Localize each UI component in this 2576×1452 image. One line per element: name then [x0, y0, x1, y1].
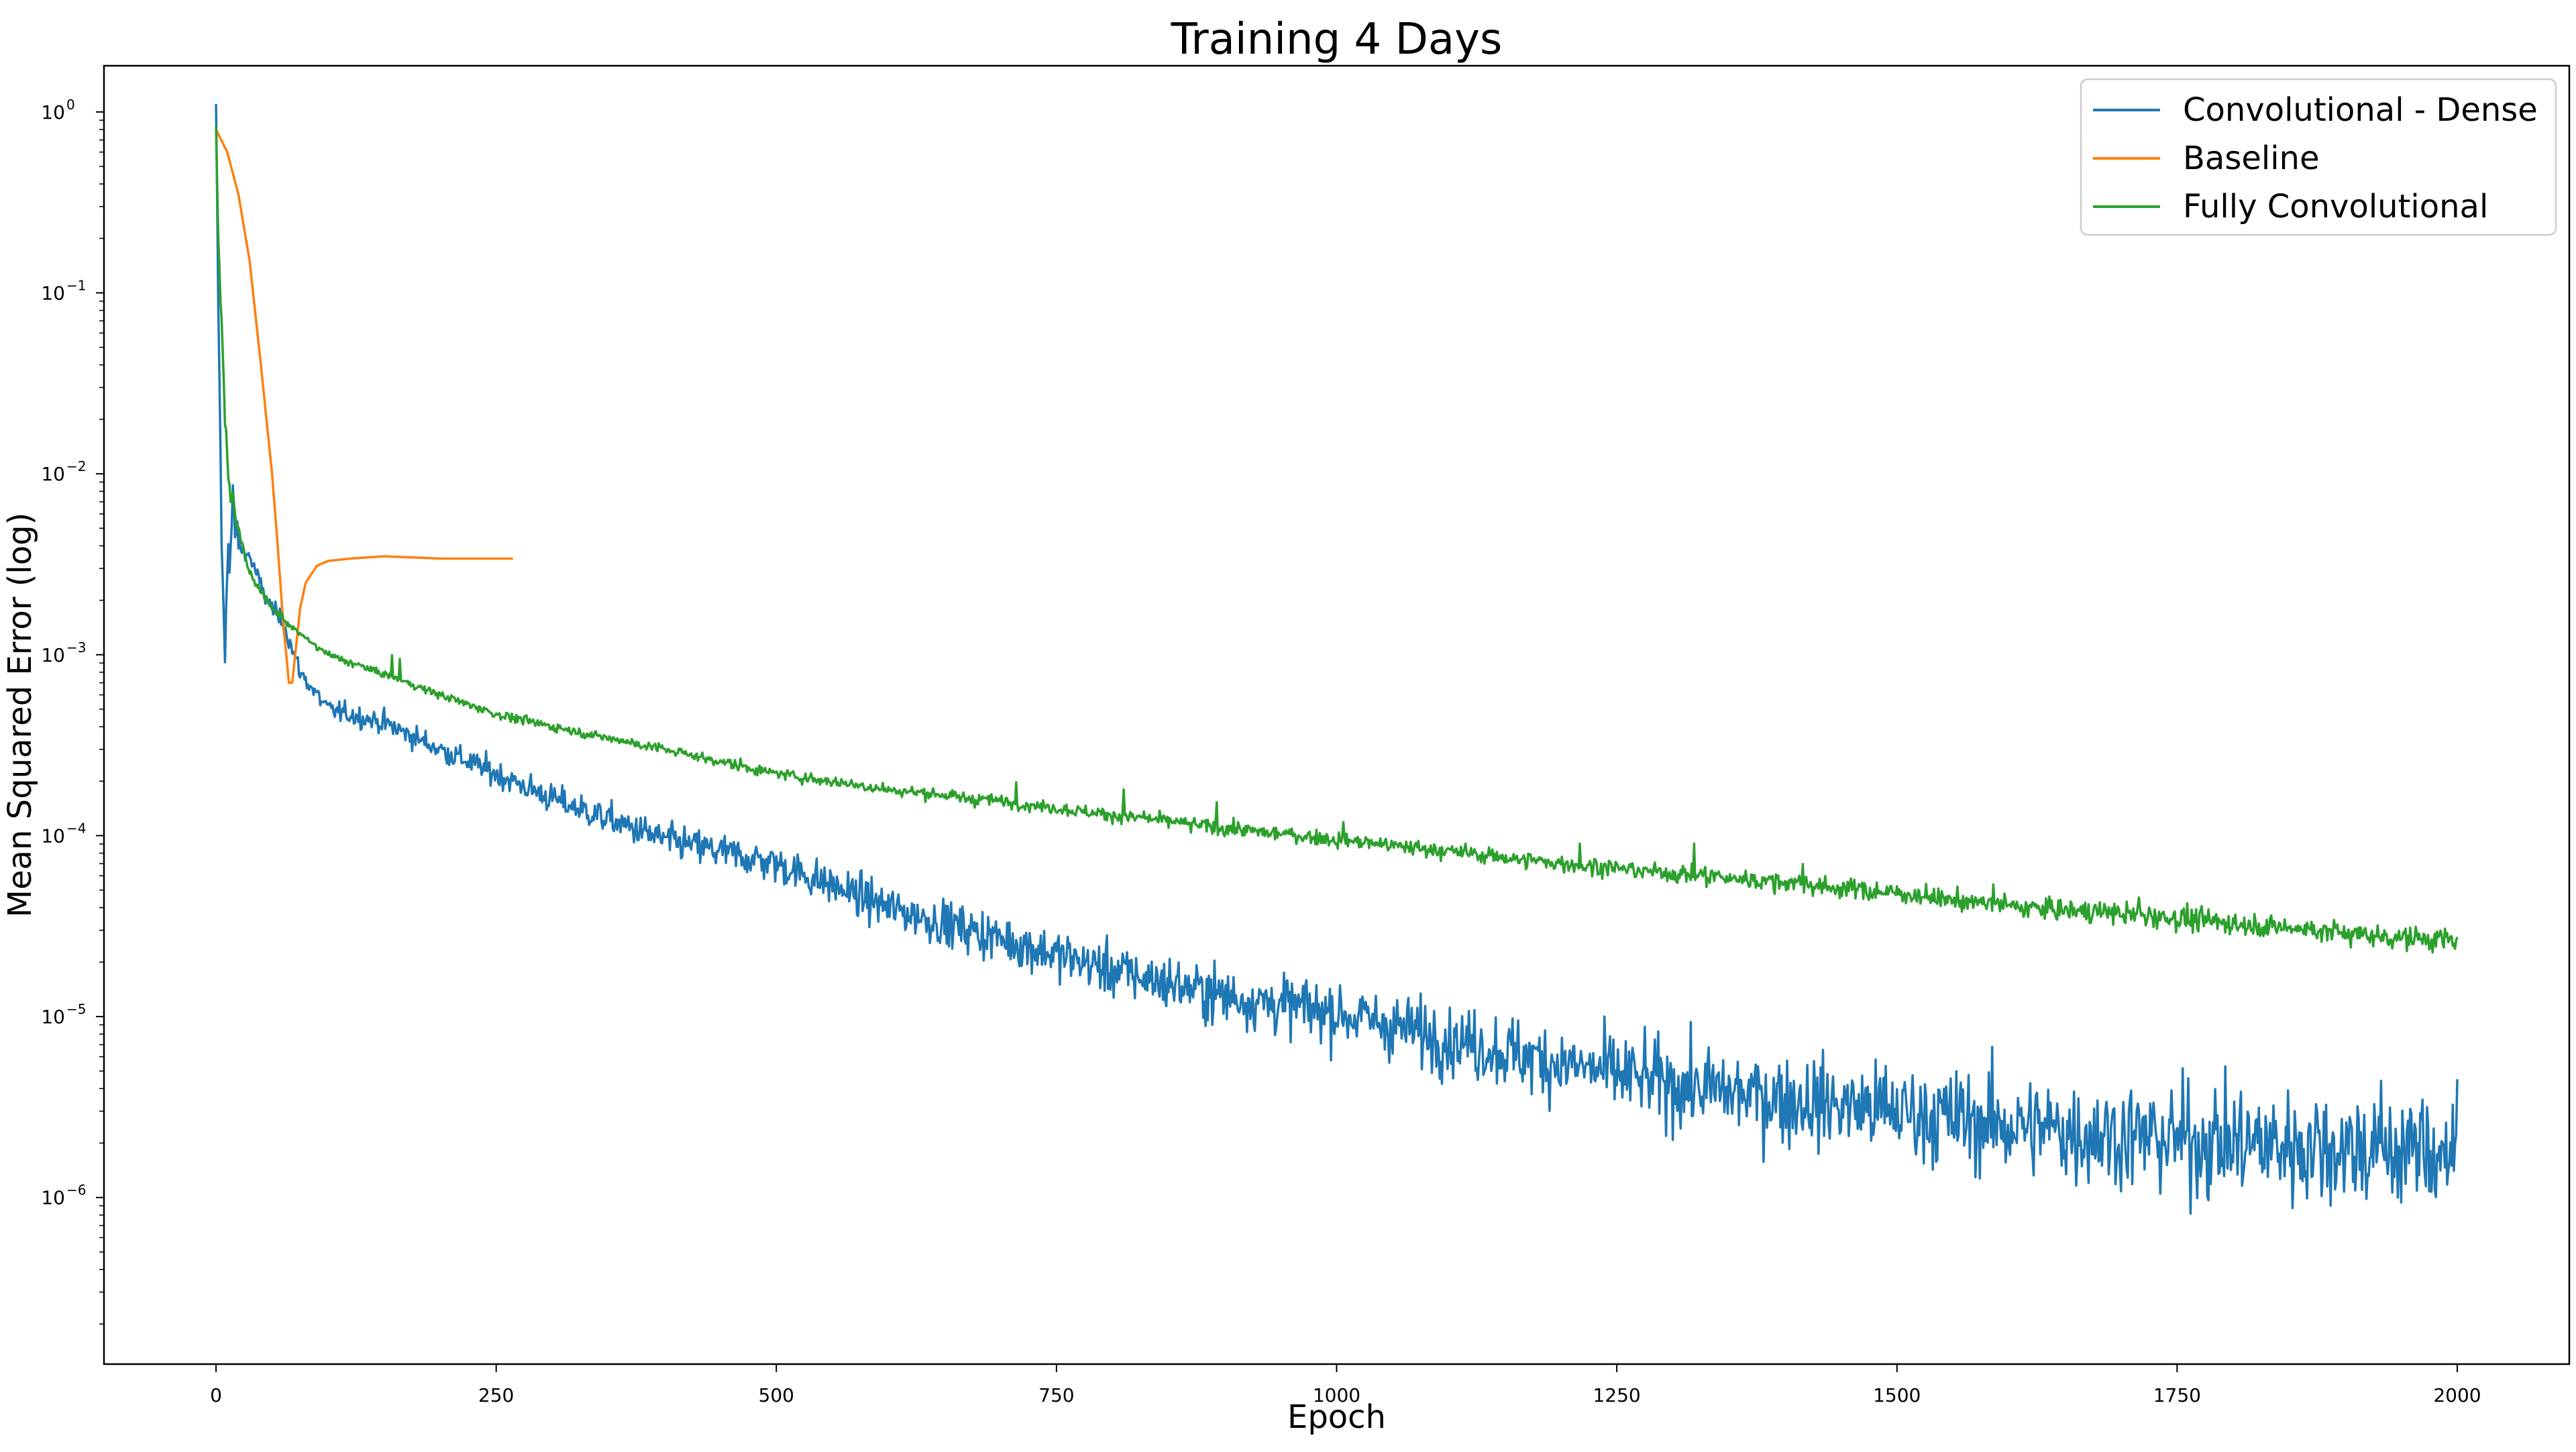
svg-text:−2: −2 — [66, 458, 86, 474]
y-tick-label: 10 0 — [41, 97, 74, 123]
svg-text:−4: −4 — [66, 820, 86, 836]
y-tick-label: 10 −3 — [41, 639, 86, 666]
y-tick-label: 10 −2 — [41, 458, 86, 485]
x-tick-label: 500 — [759, 1384, 794, 1406]
svg-text:0: 0 — [66, 97, 75, 113]
svg-text:−3: −3 — [66, 639, 86, 656]
svg-text:10: 10 — [41, 101, 65, 123]
svg-text:10: 10 — [41, 282, 65, 304]
legend-label: Convolutional - Dense — [2183, 91, 2538, 129]
x-tick-label: 1500 — [1873, 1384, 1921, 1406]
x-tick-label: 1250 — [1593, 1384, 1640, 1406]
x-tick-label: 1750 — [2153, 1384, 2201, 1406]
y-tick-label: 10 −1 — [41, 277, 86, 304]
x-tick-label: 750 — [1038, 1384, 1074, 1406]
chart-title: Training 4 Days — [1171, 15, 1503, 64]
series-line-1 — [215, 129, 513, 684]
x-axis-label: Epoch — [1287, 1398, 1386, 1436]
svg-text:10: 10 — [41, 1006, 65, 1028]
svg-text:−6: −6 — [66, 1182, 86, 1198]
series-line-2 — [215, 126, 2459, 954]
legend-box — [2080, 78, 2557, 236]
y-tick-label: 10 −5 — [41, 1001, 86, 1028]
y-axis-label: Mean Squared Error (log) — [1, 513, 39, 918]
svg-text:10: 10 — [41, 1187, 65, 1209]
svg-text:10: 10 — [41, 463, 65, 485]
legend-label: Fully Convolutional — [2183, 188, 2488, 225]
x-tick-label: 2000 — [2433, 1384, 2481, 1406]
x-tick-label: 0 — [210, 1384, 222, 1406]
x-tick-label: 1000 — [1313, 1384, 1360, 1406]
legend-label: Baseline — [2183, 140, 2320, 177]
svg-text:−1: −1 — [66, 277, 86, 293]
svg-text:10: 10 — [41, 644, 65, 666]
y-tick-label: 10 −4 — [41, 820, 86, 847]
series-line-0 — [215, 103, 2459, 1215]
x-tick-label: 250 — [478, 1384, 514, 1406]
svg-text:−5: −5 — [66, 1001, 86, 1017]
svg-text:10: 10 — [41, 825, 65, 847]
legend: Convolutional - Dense Baseline Fully Convo… — [2080, 78, 2557, 236]
y-tick-label: 10 −6 — [41, 1182, 86, 1209]
